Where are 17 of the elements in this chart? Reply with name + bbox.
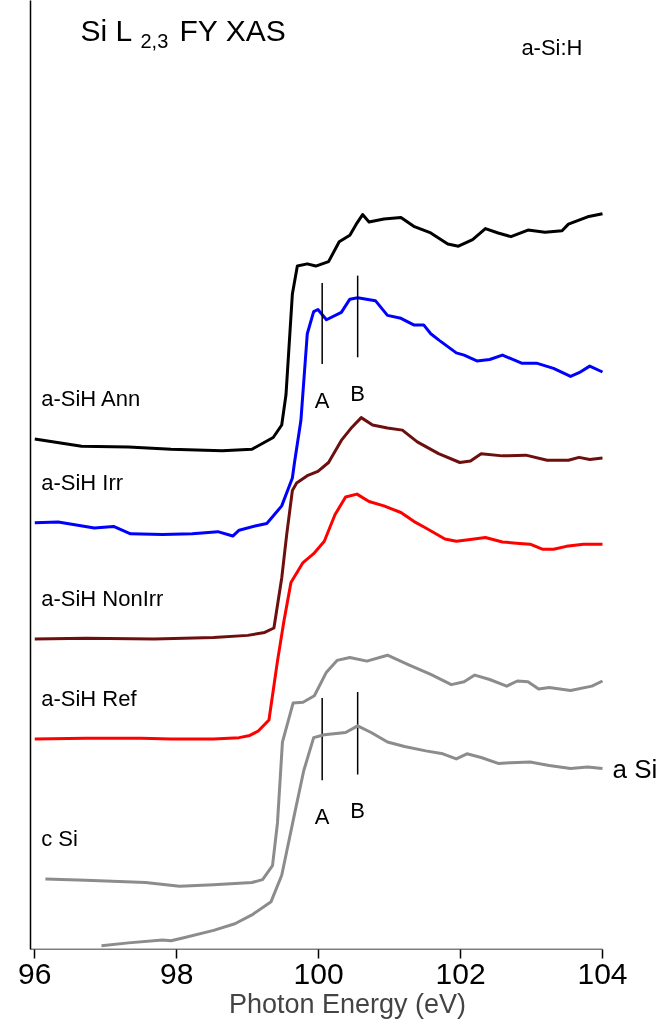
x-tick-label: 96 [18,956,52,990]
x-axis-title: Photon Energy (eV) [228,988,467,1019]
series-label: c Si [41,825,78,851]
chart-subtitle: a-Si:H [521,35,583,60]
x-tick-label: 98 [160,956,194,990]
x-tick-label: 104 [577,956,628,990]
series-label: a-SiH Irr [41,469,124,495]
annotation: A [314,387,330,413]
annotation: B [350,381,366,407]
annotation: B [350,798,366,824]
annotation: A [314,804,330,830]
series-label: a-SiH Ann [41,385,141,411]
series-label: a Si [612,753,658,784]
x-tick-label: 102 [435,956,486,990]
series-label: a-SiH NonIrr [41,586,164,612]
series-label: a-SiH Ref [41,686,138,712]
x-tick-label: 100 [293,956,344,990]
